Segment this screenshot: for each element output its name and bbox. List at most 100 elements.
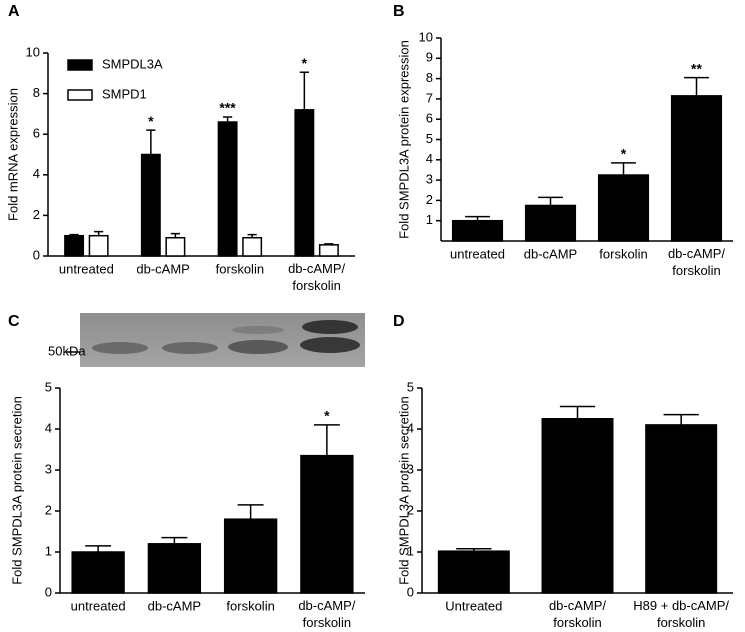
x-tick-label: untreated bbox=[71, 598, 126, 613]
error-bar bbox=[222, 116, 233, 123]
y-tick-label: 4 bbox=[45, 420, 52, 435]
error-bar bbox=[94, 230, 104, 236]
bar bbox=[670, 95, 723, 242]
bar bbox=[223, 518, 278, 594]
error-bar bbox=[161, 536, 188, 544]
y-tick-label: 5 bbox=[45, 379, 52, 394]
y-tick-label: 8 bbox=[33, 85, 40, 100]
bar bbox=[451, 219, 504, 242]
y-axis-label: Fold SMPDL3A protein secretion bbox=[9, 396, 24, 585]
x-tick-label: forskolin bbox=[216, 261, 264, 276]
y-tick-label: 2 bbox=[426, 192, 433, 207]
significance-label: *** bbox=[219, 100, 236, 116]
y-tick-label: 0 bbox=[45, 584, 52, 599]
y-tick-label: 3 bbox=[45, 461, 52, 476]
legend-label: SMPD1 bbox=[102, 86, 147, 101]
y-tick-label: 10 bbox=[419, 29, 433, 44]
x-tick-label: db-cAMP/forskolin bbox=[288, 261, 345, 293]
bar bbox=[541, 418, 614, 594]
bar bbox=[147, 543, 202, 594]
bar bbox=[88, 234, 109, 257]
legend-swatch bbox=[67, 59, 93, 71]
blot-marker-label: 50kDa bbox=[48, 343, 86, 358]
y-axis-label: Fold SMPDL3A protein expression bbox=[396, 40, 411, 239]
error-bar bbox=[299, 71, 309, 110]
error-bar bbox=[559, 405, 596, 419]
y-tick-label: 7 bbox=[426, 90, 433, 105]
y-tick-label: 9 bbox=[426, 50, 433, 65]
bar bbox=[524, 204, 577, 242]
error-bar bbox=[456, 547, 492, 552]
x-tick-label: db-cAMP/forskolin bbox=[298, 598, 355, 630]
error-bar bbox=[684, 76, 709, 96]
error-bar bbox=[69, 233, 79, 236]
bar bbox=[217, 121, 238, 257]
x-tick-label: db-cAMP/forskolin bbox=[668, 246, 725, 278]
bar bbox=[242, 236, 263, 257]
y-tick-label: 8 bbox=[426, 70, 433, 85]
y-tick-label: 4 bbox=[33, 166, 40, 181]
bar bbox=[437, 550, 510, 594]
bar bbox=[597, 174, 650, 242]
error-bar bbox=[324, 243, 334, 245]
bar bbox=[140, 153, 161, 257]
western-blot bbox=[80, 313, 365, 367]
y-tick-label: 2 bbox=[33, 207, 40, 222]
significance-label: * bbox=[324, 408, 330, 424]
y-tick-label: 5 bbox=[407, 379, 414, 394]
x-tick-label: Untreated bbox=[445, 598, 502, 613]
y-tick-label: 5 bbox=[426, 131, 433, 146]
x-tick-label: forskolin bbox=[599, 246, 647, 261]
panel-letter: D bbox=[393, 313, 405, 330]
error-bar bbox=[146, 129, 156, 155]
y-tick-label: 1 bbox=[407, 543, 414, 558]
y-tick-label: 3 bbox=[407, 461, 414, 476]
bar bbox=[71, 551, 125, 594]
panel-letter: B bbox=[393, 3, 405, 20]
error-bar bbox=[538, 196, 563, 206]
error-bar bbox=[247, 233, 257, 238]
x-tick-label: db-cAMP bbox=[524, 246, 577, 261]
error-bar bbox=[85, 545, 112, 552]
x-tick-label: H89 + db-cAMP/forskolin bbox=[633, 598, 729, 630]
x-tick-label: forskolin bbox=[226, 598, 274, 613]
significance-label: * bbox=[148, 113, 154, 129]
x-tick-label: untreated bbox=[450, 246, 505, 261]
significance-label: ** bbox=[691, 60, 702, 76]
x-tick-label: db-cAMP bbox=[136, 261, 189, 276]
bar bbox=[318, 244, 339, 257]
x-tick-label: db-cAMP/forskolin bbox=[549, 598, 606, 630]
significance-label: * bbox=[302, 55, 308, 71]
y-tick-label: 6 bbox=[426, 111, 433, 126]
y-tick-label: 2 bbox=[45, 502, 52, 517]
error-bar bbox=[170, 232, 181, 238]
y-tick-label: 0 bbox=[407, 584, 414, 599]
bar bbox=[645, 424, 718, 594]
error-bar bbox=[663, 413, 699, 425]
y-tick-label: 3 bbox=[426, 172, 433, 187]
x-tick-label: untreated bbox=[59, 261, 114, 276]
y-tick-label: 1 bbox=[45, 543, 52, 558]
bar bbox=[64, 234, 85, 257]
y-tick-label: 4 bbox=[426, 151, 433, 166]
y-axis-label: Fold SMPDL3A protein secretion bbox=[396, 396, 411, 585]
legend-label: SMPDL3A bbox=[102, 56, 163, 71]
bar bbox=[165, 236, 186, 257]
error-bar bbox=[465, 215, 490, 221]
y-tick-label: 2 bbox=[407, 502, 414, 517]
x-tick-label: db-cAMP bbox=[148, 598, 201, 613]
legend-swatch bbox=[67, 89, 93, 101]
y-axis-label: Fold mRNA expression bbox=[5, 88, 20, 221]
significance-label: * bbox=[621, 146, 627, 162]
error-bar bbox=[611, 162, 636, 176]
y-tick-label: 1 bbox=[426, 212, 433, 227]
y-tick-label: 0 bbox=[33, 247, 40, 262]
panel-letter: A bbox=[8, 3, 20, 20]
bar bbox=[294, 109, 315, 257]
bar bbox=[300, 454, 354, 594]
error-bar bbox=[237, 504, 264, 520]
panel-letter: C bbox=[8, 313, 20, 330]
y-tick-label: 6 bbox=[33, 126, 40, 141]
error-bar bbox=[313, 424, 340, 456]
